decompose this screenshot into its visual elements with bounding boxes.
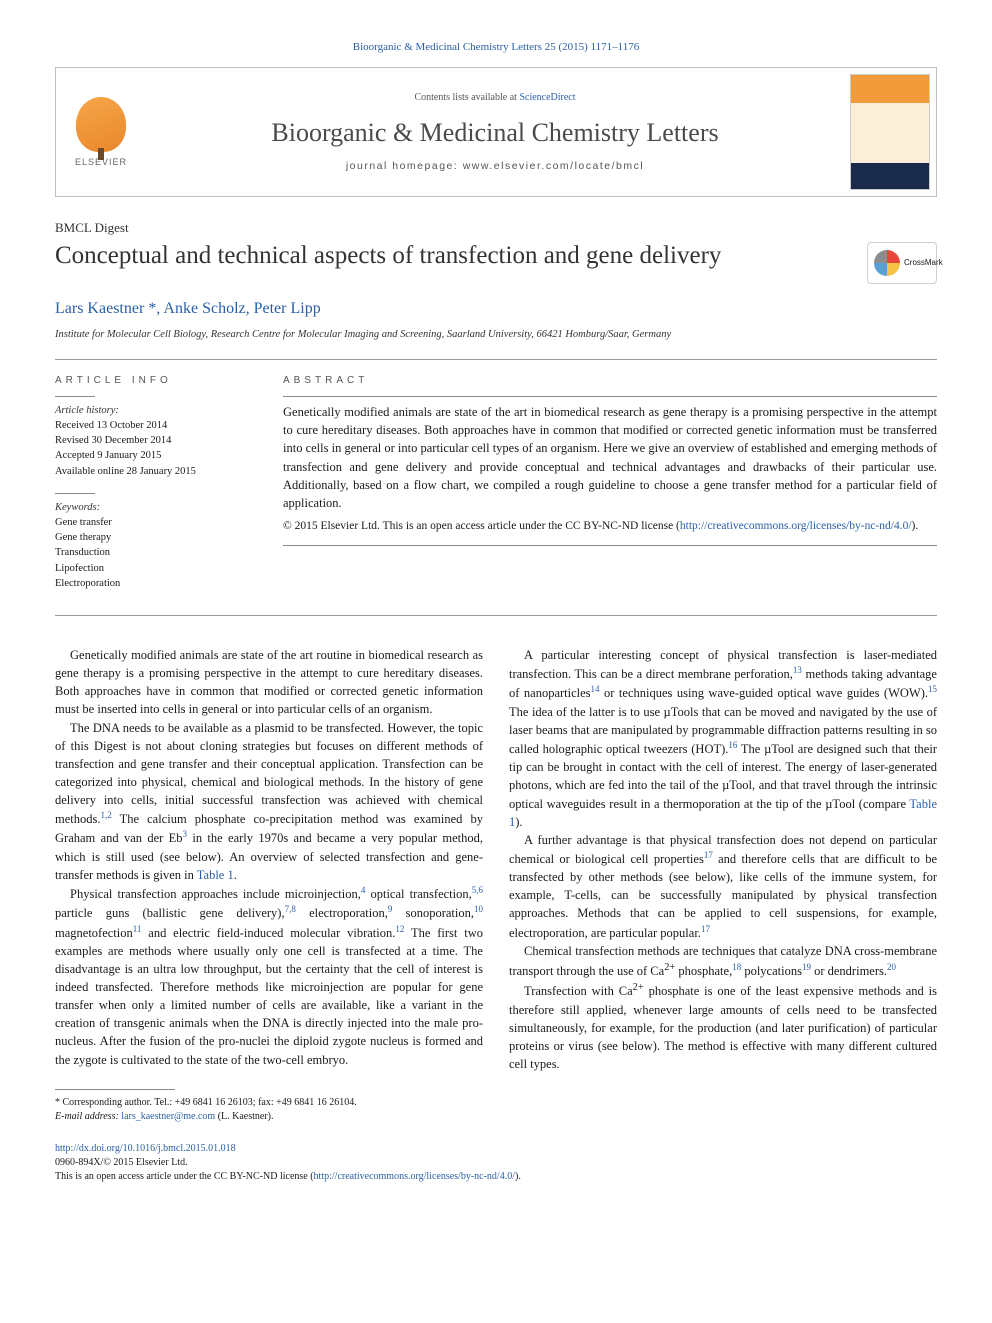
issn-line: 0960-894X/© 2015 Elsevier Ltd. <box>55 1156 937 1170</box>
short-divider <box>55 396 95 397</box>
history-item: Available online 28 January 2015 <box>55 466 196 477</box>
body-text: . <box>234 868 237 882</box>
contents-line: Contents lists available at ScienceDirec… <box>156 91 834 105</box>
body-text: ). <box>515 815 522 829</box>
body-text: phosphate, <box>675 964 732 978</box>
ref-link[interactable]: 13 <box>793 665 802 675</box>
license-link[interactable]: http://creativecommons.org/licenses/by-n… <box>314 1171 515 1182</box>
ref-link[interactable]: 5,6 <box>472 885 483 895</box>
ref-link[interactable]: 19 <box>802 962 811 972</box>
body-text: or techniques using wave-guided optical … <box>600 687 928 701</box>
contents-prefix: Contents lists available at <box>414 92 519 103</box>
doi-link[interactable]: http://dx.doi.org/10.1016/j.bmcl.2015.01… <box>55 1143 236 1154</box>
ref-link[interactable]: 15 <box>928 684 937 694</box>
short-divider <box>55 493 95 494</box>
email-who: (L. Kaestner). <box>215 1111 273 1122</box>
body-paragraph: Genetically modified animals are state o… <box>55 646 483 719</box>
affiliation: Institute for Molecular Cell Biology, Re… <box>55 328 937 343</box>
keywords-label: Keywords: <box>55 502 100 513</box>
divider <box>55 615 937 616</box>
history-item: Accepted 9 January 2015 <box>55 450 161 461</box>
author-link[interactable]: Lars Kaestner *, Anke Scholz, Peter Lipp <box>55 300 321 317</box>
body-paragraph: A further advantage is that physical tra… <box>509 831 937 942</box>
ref-link[interactable]: 7,8 <box>285 904 296 914</box>
footnotes: * Corresponding author. Tel.: +49 6841 1… <box>55 1096 937 1124</box>
body-text: The DNA needs to be available as a plasm… <box>55 721 483 827</box>
crossmark-icon <box>874 250 900 276</box>
body-text: electroporation, <box>296 906 388 920</box>
body-text: particle guns (ballistic gene delivery), <box>55 906 285 920</box>
ref-link[interactable]: 20 <box>887 962 896 972</box>
journal-homepage: journal homepage: www.elsevier.com/locat… <box>156 159 834 174</box>
body-text: polycations <box>741 964 802 978</box>
body-text: sonoporation, <box>392 906 474 920</box>
ref-link[interactable]: 17 <box>704 850 713 860</box>
body-text: optical transfection, <box>365 887 471 901</box>
elsevier-tree-icon <box>76 97 126 152</box>
email-link[interactable]: lars_kaestner@me.com <box>121 1111 215 1122</box>
sciencedirect-link[interactable]: ScienceDirect <box>519 92 575 103</box>
short-divider <box>283 396 937 397</box>
footnote-divider <box>55 1089 175 1090</box>
body-text: The first two examples are methods where… <box>55 926 483 1067</box>
body-paragraph: A particular interesting concept of phys… <box>509 646 937 831</box>
superscript: 2+ <box>664 962 675 973</box>
publisher-logo: ELSEVIER <box>56 68 146 196</box>
abstract-heading: ABSTRACT <box>283 374 937 389</box>
journal-cover-thumbnail <box>850 74 930 190</box>
keyword: Transduction <box>55 547 110 558</box>
license-link[interactable]: http://creativecommons.org/licenses/by-n… <box>680 520 912 532</box>
article-title: Conceptual and technical aspects of tran… <box>55 242 851 271</box>
crossmark-badge[interactable]: CrossMark <box>867 242 937 284</box>
history-label: Article history: <box>55 405 119 416</box>
body-text: Transfection with Ca <box>524 984 633 998</box>
journal-name: Bioorganic & Medicinal Chemistry Letters <box>156 115 834 151</box>
citation: Bioorganic & Medicinal Chemistry Letters… <box>55 40 937 55</box>
ref-link[interactable]: 1,2 <box>100 810 111 820</box>
license-suffix: ). <box>515 1171 521 1182</box>
body-paragraph: The DNA needs to be available as a plasm… <box>55 719 483 884</box>
corresponding-author: * Corresponding author. Tel.: +49 6841 1… <box>55 1096 937 1110</box>
abstract-copyright: © 2015 Elsevier Ltd. This is an open acc… <box>283 518 937 535</box>
short-divider <box>283 545 937 546</box>
ref-link[interactable]: 14 <box>591 684 600 694</box>
ref-link[interactable]: 18 <box>732 962 741 972</box>
keyword: Lipofection <box>55 563 104 574</box>
keywords-block: Keywords: Gene transfer Gene therapy Tra… <box>55 500 255 591</box>
body-text: magnetofection <box>55 926 133 940</box>
body-paragraph: Chemical transfection methods are techni… <box>509 942 937 980</box>
ref-link[interactable]: 17 <box>701 924 710 934</box>
article-info-heading: ARTICLE INFO <box>55 374 255 388</box>
article-history: Article history: Received 13 October 201… <box>55 403 255 479</box>
keyword: Electroporation <box>55 578 120 589</box>
keyword: Gene transfer <box>55 517 112 528</box>
abstract-text: Genetically modified animals are state o… <box>283 403 937 512</box>
body-text: or dendrimers. <box>811 964 887 978</box>
history-item: Received 13 October 2014 <box>55 420 167 431</box>
table-link[interactable]: Table 1 <box>197 868 234 882</box>
article-info-column: ARTICLE INFO Article history: Received 1… <box>55 374 255 605</box>
history-item: Revised 30 December 2014 <box>55 435 171 446</box>
superscript: 2+ <box>633 982 644 993</box>
body-paragraph: Transfection with Ca2+ phosphate is one … <box>509 980 937 1073</box>
article-body: Genetically modified animals are state o… <box>55 646 937 1073</box>
ref-link[interactable]: 12 <box>395 924 404 934</box>
email-label: E-mail address: <box>55 1111 121 1122</box>
section-tag: BMCL Digest <box>55 219 937 237</box>
copyright-suffix: ). <box>912 520 919 532</box>
body-paragraph: Physical transfection approaches include… <box>55 884 483 1069</box>
crossmark-label: CrossMark <box>904 257 943 268</box>
copyright-prefix: © 2015 Elsevier Ltd. This is an open acc… <box>283 520 680 532</box>
bottom-metadata: http://dx.doi.org/10.1016/j.bmcl.2015.01… <box>55 1142 937 1184</box>
body-text: and electric field-induced molecular vib… <box>141 926 395 940</box>
authors: Lars Kaestner *, Anke Scholz, Peter Lipp <box>55 298 937 320</box>
abstract-column: ABSTRACT Genetically modified animals ar… <box>283 374 937 605</box>
divider <box>55 359 937 360</box>
ref-link[interactable]: 10 <box>474 904 483 914</box>
body-text: Physical transfection approaches include… <box>70 887 361 901</box>
keyword: Gene therapy <box>55 532 111 543</box>
journal-header: ELSEVIER Contents lists available at Sci… <box>55 67 937 197</box>
license-prefix: This is an open access article under the… <box>55 1171 314 1182</box>
